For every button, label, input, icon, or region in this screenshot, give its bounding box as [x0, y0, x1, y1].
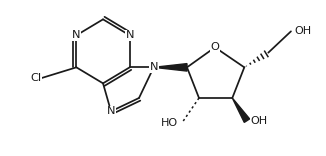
Text: HO: HO: [161, 118, 178, 128]
Text: N: N: [126, 30, 134, 40]
Text: O: O: [211, 42, 219, 52]
Text: OH: OH: [250, 116, 267, 126]
Text: OH: OH: [294, 26, 311, 36]
Text: Cl: Cl: [31, 73, 42, 83]
Text: N: N: [107, 106, 115, 116]
Polygon shape: [154, 64, 187, 71]
Text: N: N: [149, 62, 158, 72]
Polygon shape: [232, 98, 250, 122]
Text: N: N: [72, 30, 81, 40]
